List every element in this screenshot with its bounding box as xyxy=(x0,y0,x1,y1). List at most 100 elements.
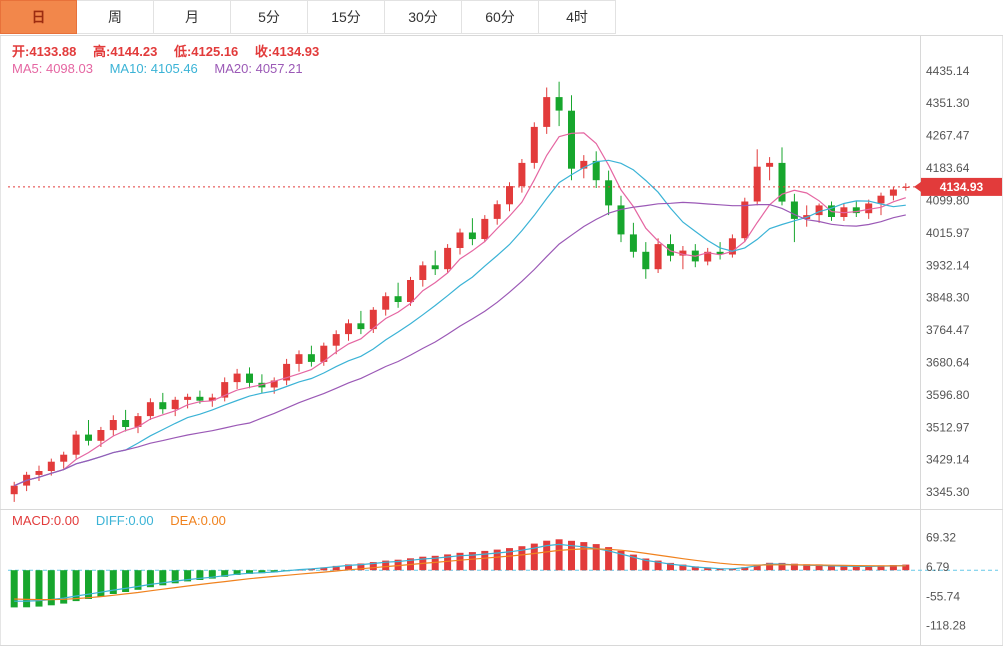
low-value: 4125.16 xyxy=(191,44,239,59)
close-value: 4134.93 xyxy=(272,44,320,59)
ma10-value: 4105.46 xyxy=(150,61,198,76)
candle-body xyxy=(35,471,43,475)
timeframe-tab-15min[interactable]: 15分 xyxy=(308,0,385,34)
low-label: 低: xyxy=(173,44,192,59)
timeframe-tab-week[interactable]: 周 xyxy=(77,0,154,34)
timeframe-tab-4hour[interactable]: 4时 xyxy=(539,0,616,34)
ma20-label: MA20: xyxy=(214,61,256,76)
timeframe-tab-60min[interactable]: 60分 xyxy=(462,0,539,34)
diff-value: 0.00 xyxy=(128,513,154,528)
macd-histogram-bar xyxy=(790,563,798,571)
candle-body xyxy=(889,189,897,196)
candle-body xyxy=(852,207,860,214)
candle-body xyxy=(790,201,798,219)
macd-histogram-bar xyxy=(815,564,823,571)
dea-line xyxy=(14,548,906,601)
macd-readout: MACD:0.00 DIFF:0.00 DEA:0.00 xyxy=(12,513,239,528)
diff-line xyxy=(14,543,906,602)
candle-body xyxy=(679,250,687,256)
candle-body xyxy=(221,382,229,398)
macd-histogram-bar xyxy=(369,562,377,571)
macd-histogram-bar xyxy=(246,570,253,574)
ma-readout: MA5: 4098.03 MA10: 4105.46 MA20: 4057.21 xyxy=(12,61,316,76)
macd-histogram-bar xyxy=(766,562,774,571)
price-axis-label: 3345.30 xyxy=(926,485,970,499)
price-axis-label: 4015.97 xyxy=(926,226,970,240)
candle-body xyxy=(407,280,414,302)
macd-histogram-bar xyxy=(270,570,278,573)
macd-histogram-bar xyxy=(23,570,31,608)
close-readout: 收:4134.93 xyxy=(255,44,319,59)
candle-body xyxy=(530,126,538,163)
candle-body xyxy=(246,373,253,383)
ohlc-readout: 开:4133.88 高:4144.23 低:4125.16 收:4134.93 xyxy=(12,41,332,60)
macd-histogram-bar xyxy=(828,565,835,571)
candle-body xyxy=(629,234,637,252)
timeframe-tab-day[interactable]: 日 xyxy=(0,0,77,34)
candle-body xyxy=(97,430,105,441)
macd-histogram-bar xyxy=(233,570,241,575)
candle-body xyxy=(47,461,55,471)
macd-histogram-bar xyxy=(47,570,55,606)
ma20-line xyxy=(13,201,906,487)
candle-body xyxy=(419,265,427,280)
candle-body xyxy=(506,186,513,205)
candle-body xyxy=(10,485,18,495)
candle-body xyxy=(902,186,910,188)
macd-histogram-bar xyxy=(877,565,885,571)
macd-histogram-bar xyxy=(60,570,68,604)
high-label: 高: xyxy=(92,44,111,59)
candle-body xyxy=(766,162,774,167)
candle-body xyxy=(60,454,68,462)
open-value: 4133.88 xyxy=(29,44,77,59)
candle-body xyxy=(654,244,662,270)
candle-body xyxy=(815,205,823,216)
high-readout: 高:4144.23 xyxy=(93,44,157,59)
macd-histogram-bar xyxy=(580,542,588,571)
price-axis-label: 3764.47 xyxy=(926,323,970,337)
macd-histogram-bar xyxy=(778,562,786,571)
candle-body xyxy=(592,160,600,181)
price-axis-label: 4183.64 xyxy=(926,161,970,175)
candle-body xyxy=(208,397,216,401)
macd-histogram-bar xyxy=(72,570,80,602)
low-readout: 低:4125.16 xyxy=(174,44,238,59)
timeframe-tabbar: 日周月 5分 15分 30分 60分 4时 xyxy=(0,0,616,35)
macd-histogram-bar xyxy=(518,546,526,571)
macd-histogram-bar xyxy=(716,568,724,571)
candle-body xyxy=(171,399,179,410)
macd-histogram-bar xyxy=(134,570,142,590)
macd-histogram-bar xyxy=(840,565,848,571)
candle-body xyxy=(134,416,142,427)
candle-body xyxy=(295,354,303,364)
macd-histogram-bar xyxy=(741,567,749,571)
macd-histogram-bar xyxy=(345,564,352,571)
ma10-label: MA10: xyxy=(109,61,151,76)
candle-body xyxy=(605,180,613,206)
timeframe-tab-30min[interactable]: 30分 xyxy=(385,0,462,34)
macd-histogram-bar xyxy=(493,549,501,571)
macd-value-readout: MACD:0.00 xyxy=(12,513,79,528)
timeframe-tab-month[interactable]: 月 xyxy=(154,0,231,34)
candle-body xyxy=(146,402,154,417)
timeframe-tab-5min[interactable]: 5分 xyxy=(231,0,308,34)
macd-histogram-bar xyxy=(122,570,130,592)
candle-body xyxy=(196,396,204,401)
ma5-label: MA5: xyxy=(12,61,46,76)
dea-value-readout: DEA:0.00 xyxy=(170,513,226,528)
high-value: 4144.23 xyxy=(110,44,158,59)
diff-label: DIFF: xyxy=(95,513,129,528)
macd-axis-label: -55.74 xyxy=(926,589,960,603)
macd-histogram-bar xyxy=(654,560,662,571)
price-axis-label: 4267.47 xyxy=(926,129,970,143)
candle-body xyxy=(543,97,551,127)
ma5-line xyxy=(13,132,906,487)
macd-histogram-bar xyxy=(184,570,192,582)
macd-histogram-bar xyxy=(753,564,761,571)
macd-histogram-bar xyxy=(803,564,811,571)
candle-body xyxy=(72,434,80,455)
candle-body xyxy=(357,323,365,330)
candle-body xyxy=(444,247,452,270)
